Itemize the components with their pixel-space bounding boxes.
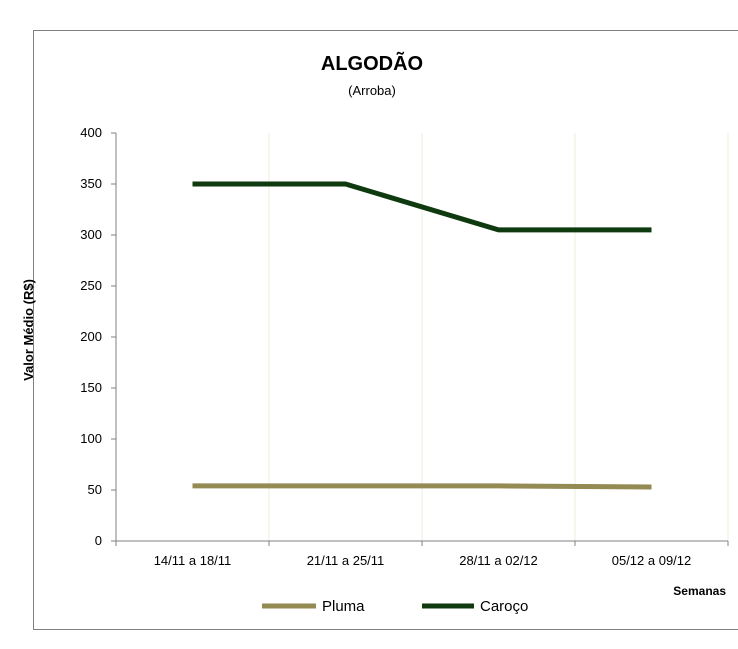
chart-frame [33, 30, 738, 630]
series-line-pluma [192, 483, 652, 490]
y-tick-label: 150 [80, 380, 102, 395]
legend: Pluma Caroço [262, 598, 528, 615]
chart-subtitle: (Arroba) [348, 83, 396, 98]
y-tick-label: 0 [95, 533, 102, 548]
y-tick-label: 400 [80, 125, 102, 140]
axes: 0 50 100 150 200 250 300 350 400 14/11 a 18/11 21/… [80, 125, 729, 568]
series-line-caroco [192, 181, 652, 233]
y-axis-title: Valor Médio (R$) [21, 279, 36, 381]
x-axis-title: Semanas [673, 584, 726, 598]
y-tick-label: 200 [80, 329, 102, 344]
y-tick-label: 50 [88, 482, 102, 497]
y-tick-label: 250 [80, 278, 102, 293]
y-tick-label: 100 [80, 431, 102, 446]
x-tick-label: 14/11 a 18/11 [154, 553, 232, 568]
x-tick-label: 28/11 a 02/12 [459, 553, 538, 568]
legend-label-pluma: Pluma [322, 598, 365, 615]
chart-title: ALGODÃO [321, 52, 423, 75]
x-tick-label: 05/12 a 09/12 [612, 553, 692, 568]
grid-lines [268, 133, 729, 541]
x-tick-label: 21/11 a 25/11 [307, 553, 385, 568]
y-tick-label: 350 [80, 176, 102, 191]
legend-label-caroco: Caroço [480, 598, 528, 615]
y-tick-label: 300 [80, 227, 102, 242]
series-lines [192, 181, 652, 490]
